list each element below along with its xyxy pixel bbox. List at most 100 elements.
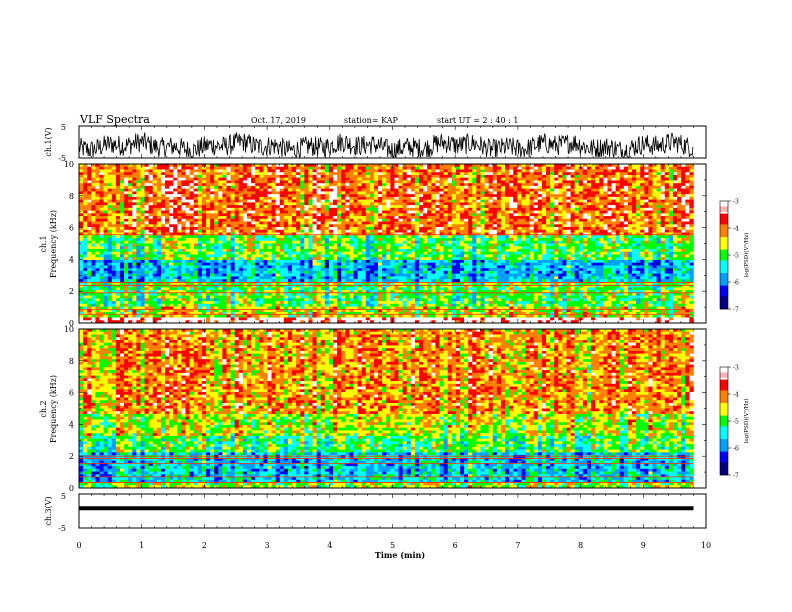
- spectrogram-cell: [160, 251, 166, 255]
- spectrogram-cell: [513, 229, 518, 233]
- spectrogram-cell: [627, 183, 633, 187]
- spectrogram-cell: [525, 207, 530, 211]
- spectrogram-cell: [320, 210, 326, 214]
- spectrogram-cell: [599, 183, 604, 187]
- spectrogram-cell: [423, 191, 428, 195]
- spectrogram-cell: [99, 194, 104, 198]
- spectrogram-cell: [79, 174, 84, 179]
- spectrogram-cell: [246, 221, 252, 225]
- spectrogram-cell: [308, 240, 313, 244]
- spectrogram-cell: [79, 207, 84, 211]
- spectrogram-cell: [517, 210, 522, 214]
- spectrogram-cell: [595, 210, 600, 214]
- spectrogram-cell: [226, 243, 231, 247]
- spectrogram-cell: [685, 188, 690, 192]
- spectrogram-cell: [263, 169, 268, 173]
- spectrogram-cell: [320, 166, 326, 170]
- spectrogram-cell: [312, 229, 317, 233]
- spectrogram-cell: [341, 202, 346, 206]
- spectrogram-cell: [505, 174, 510, 179]
- spectrogram-cell: [529, 207, 534, 211]
- spectrogram-cell: [455, 199, 461, 203]
- spectrogram-cell: [300, 218, 305, 222]
- spectrogram-cell: [324, 243, 330, 247]
- spectrogram-cell: [595, 177, 600, 181]
- spectrogram-cell: [169, 205, 174, 209]
- spectrogram-cell: [619, 229, 625, 233]
- spectrogram-cell: [259, 224, 264, 228]
- spectrogram-cell: [357, 210, 362, 214]
- spectrogram-cell: [500, 248, 506, 253]
- spectrogram-cell: [332, 251, 338, 255]
- spectrogram-cell: [226, 210, 231, 214]
- spectrogram-cell: [443, 188, 448, 192]
- spectrogram-cell: [251, 232, 256, 236]
- spectrogram-cell: [607, 246, 612, 250]
- spectrogram-cell: [431, 166, 436, 170]
- spectrogram-cell: [152, 174, 158, 179]
- spectrogram-cell: [689, 210, 694, 214]
- spectrogram-cell: [525, 227, 530, 231]
- spectrogram-cell: [414, 174, 420, 179]
- spectrogram-cell: [578, 248, 584, 253]
- spectrogram-cell: [185, 166, 190, 170]
- spectrogram-cell: [152, 191, 158, 195]
- spectrogram-cell: [345, 169, 350, 173]
- spectrogram-cell: [111, 172, 117, 176]
- spectrogram-cell: [222, 180, 227, 184]
- spectrogram-cell: [332, 232, 338, 236]
- spectrogram-cell: [324, 202, 330, 206]
- spectrogram-cell: [652, 210, 657, 214]
- spectrogram-cell: [111, 210, 117, 214]
- spectrogram-cell: [124, 224, 129, 228]
- spectrogram-cell: [251, 235, 256, 239]
- spectrogram-cell: [554, 205, 559, 209]
- spectrogram-cell: [173, 243, 178, 247]
- spectrogram-cell: [402, 235, 408, 239]
- spectrogram-cell: [230, 180, 235, 184]
- spectrogram-cell: [79, 180, 84, 184]
- spectrogram-cell: [484, 174, 489, 179]
- spectrogram-cell: [681, 169, 686, 173]
- spectrogram-cell: [570, 164, 575, 168]
- spectrogram-cell: [529, 246, 534, 250]
- spectrogram-cell: [509, 216, 514, 220]
- spectrogram-cell: [472, 166, 477, 170]
- spectrogram-cell: [554, 196, 559, 200]
- spectrogram-cell: [214, 210, 219, 214]
- spectrogram-cell: [591, 174, 596, 179]
- spectrogram-cell: [660, 240, 666, 244]
- spectrogram-cell: [414, 180, 420, 184]
- spectrogram-cell: [197, 216, 203, 220]
- spectrogram-cell: [578, 196, 584, 200]
- spectrogram-cell: [148, 229, 154, 233]
- spectrogram-cell: [488, 224, 494, 228]
- spectrogram-cell: [365, 229, 371, 233]
- spectrogram-cell: [685, 177, 690, 181]
- spectrogram-cell: [423, 238, 428, 242]
- spectrogram-cell: [472, 205, 477, 209]
- spectrogram-cell: [169, 199, 174, 203]
- spectrogram-cell: [455, 210, 461, 214]
- spectrogram-cell: [197, 213, 203, 217]
- spectrogram-cell: [558, 207, 563, 211]
- spectrogram-cell: [668, 243, 674, 247]
- spectrogram-cell: [644, 185, 649, 189]
- spectrogram-cell: [152, 224, 158, 228]
- spectrogram-cell: [132, 177, 137, 181]
- spectrogram-cell: [636, 164, 641, 168]
- spectrogram-cell: [533, 240, 539, 244]
- spectrogram-cell: [238, 183, 244, 187]
- spectrogram-cell: [144, 180, 149, 184]
- spectrogram-cell: [324, 216, 330, 220]
- spectrogram-cell: [328, 213, 334, 217]
- spectrogram-cell: [406, 177, 412, 181]
- spectrogram-cell: [615, 240, 621, 244]
- spectrogram-cell: [83, 169, 88, 173]
- spectrogram-cell: [279, 177, 285, 181]
- spectrogram-cell: [472, 202, 477, 206]
- spectrogram-cell: [505, 216, 510, 220]
- spectrogram-cell: [357, 248, 362, 253]
- spectrogram-cell: [627, 210, 633, 214]
- spectrogram-cell: [128, 202, 133, 206]
